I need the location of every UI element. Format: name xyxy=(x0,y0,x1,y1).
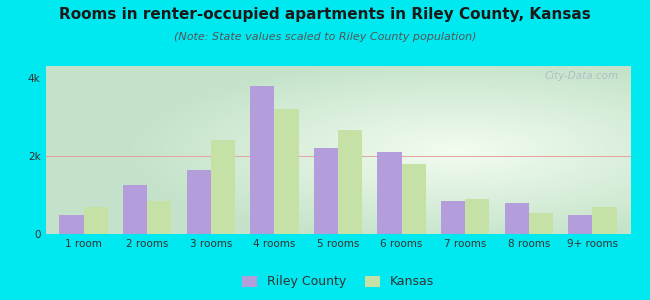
Legend: Riley County, Kansas: Riley County, Kansas xyxy=(237,271,439,293)
Text: City-Data.com: City-Data.com xyxy=(545,71,619,81)
Bar xyxy=(123,185,148,234)
Bar xyxy=(378,152,402,234)
Bar xyxy=(592,207,616,234)
Bar xyxy=(84,207,108,234)
Bar xyxy=(528,212,553,234)
Text: (Note: State values scaled to Riley County population): (Note: State values scaled to Riley Coun… xyxy=(174,32,476,41)
Bar xyxy=(402,164,426,234)
Bar xyxy=(441,201,465,234)
Bar xyxy=(504,203,528,234)
Bar xyxy=(465,199,489,234)
Bar xyxy=(338,130,362,234)
Bar xyxy=(148,201,172,234)
Bar xyxy=(187,169,211,234)
Bar xyxy=(211,140,235,234)
Bar xyxy=(60,215,84,234)
Bar xyxy=(314,148,338,234)
Text: Rooms in renter-occupied apartments in Riley County, Kansas: Rooms in renter-occupied apartments in R… xyxy=(59,8,591,22)
Bar xyxy=(250,85,274,234)
Bar xyxy=(274,109,298,234)
Bar xyxy=(568,215,592,234)
